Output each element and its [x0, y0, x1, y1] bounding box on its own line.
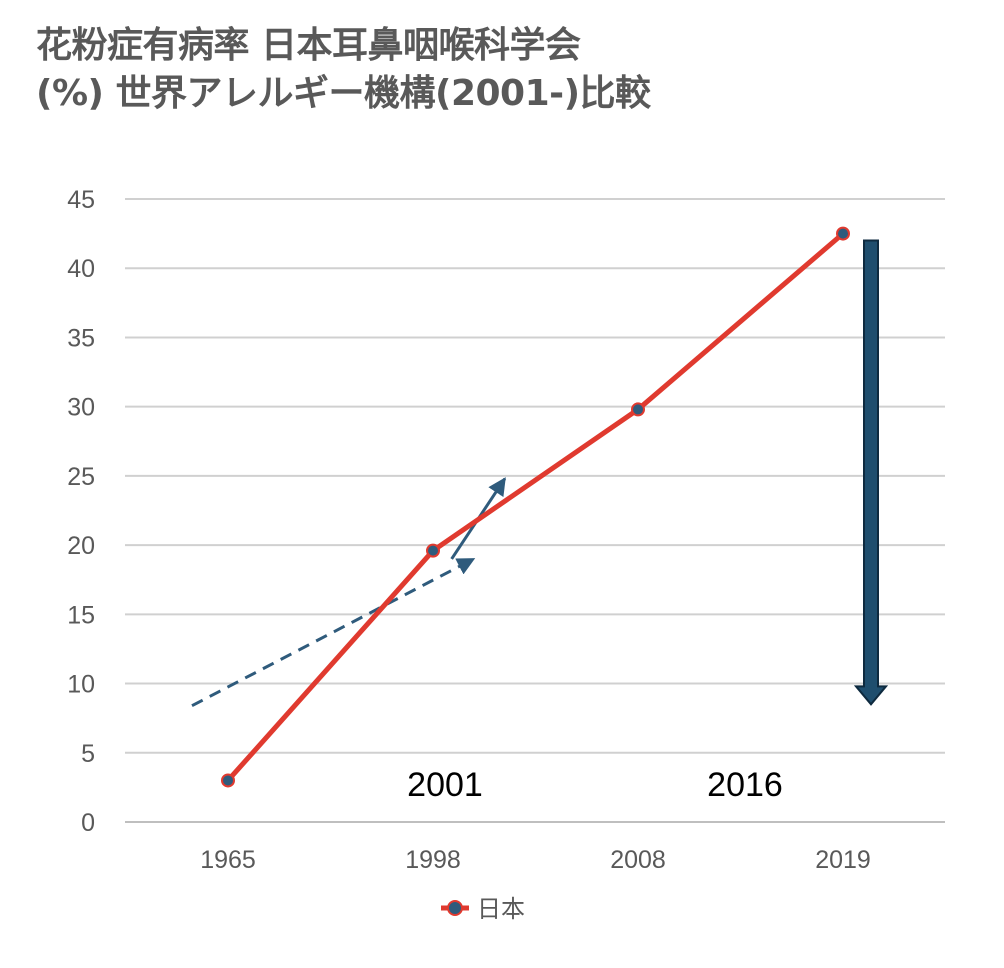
chart-title: 花粉症有病率 日本耳鼻咽喉科学会 (%) 世界アレルギー機構(2001-)比較	[36, 22, 651, 118]
data-point-1998	[426, 543, 440, 558]
chart-title-line1: 花粉症有病率 日本耳鼻咽喉科学会	[36, 25, 581, 66]
data-point-1965	[221, 773, 235, 788]
data-point-2008	[631, 402, 645, 417]
y-tick-label-15: 15	[67, 601, 95, 629]
series-line-japan	[226, 231, 845, 783]
x-tick-label-1998: 1998	[405, 846, 461, 874]
decline-arrow	[853, 239, 889, 706]
x-tick-label-2008: 2008	[610, 846, 666, 874]
y-tick-label-35: 35	[67, 324, 95, 352]
legend-label: 日本	[477, 895, 525, 923]
data-point-2019	[836, 226, 850, 241]
y-tick-label-30: 30	[67, 394, 95, 422]
y-tick-label-20: 20	[67, 532, 95, 560]
y-tick-label-0: 0	[81, 809, 95, 837]
x-tick-label-2019: 2019	[815, 846, 871, 874]
y-tick-label-40: 40	[67, 255, 95, 283]
trend-dashed-arrow	[191, 557, 476, 708]
y-tick-label-25: 25	[67, 463, 95, 491]
annotation-2016: 2016	[707, 766, 783, 804]
x-tick-label-1965: 1965	[200, 846, 256, 874]
y-tick-label-45: 45	[67, 186, 95, 214]
y-tick-label-10: 10	[67, 671, 95, 699]
legend-marker	[447, 900, 463, 916]
annotation-2001: 2001	[407, 766, 483, 804]
y-tick-label-5: 5	[81, 740, 95, 768]
chart-title-line2: (%) 世界アレルギー機構(2001-)比較	[36, 73, 651, 114]
